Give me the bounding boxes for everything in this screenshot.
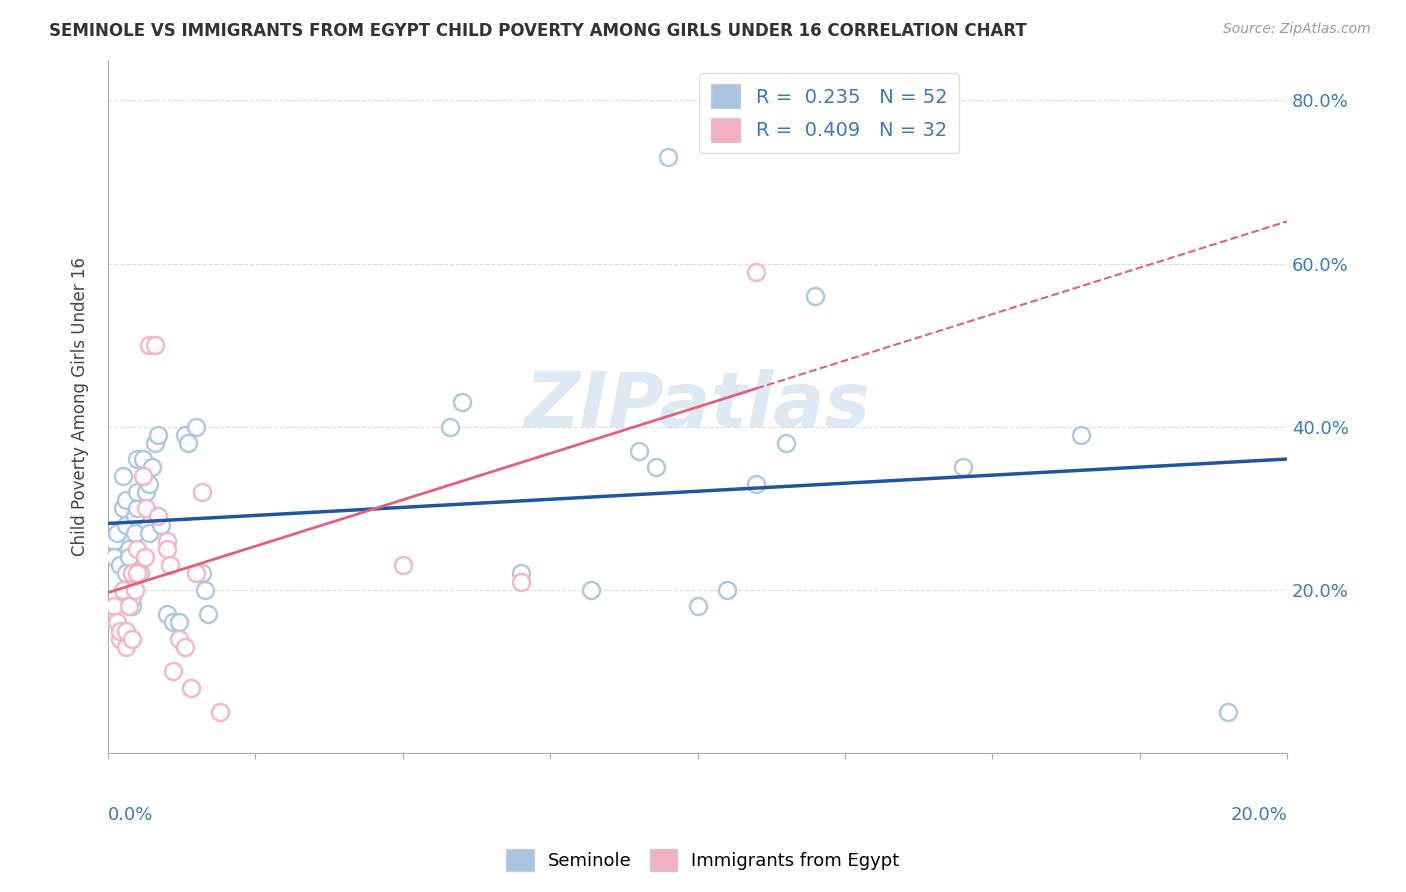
Point	[132, 452, 155, 467]
Text: 20.0%: 20.0%	[1230, 806, 1286, 824]
Point	[391, 558, 413, 573]
Point	[141, 460, 163, 475]
Point	[117, 550, 139, 565]
Point	[121, 566, 143, 581]
Point	[127, 566, 149, 581]
Point	[138, 338, 160, 352]
Point	[450, 395, 472, 409]
Point	[509, 566, 531, 581]
Point	[121, 632, 143, 646]
Point	[135, 501, 157, 516]
Point	[686, 599, 709, 614]
Point	[1070, 427, 1092, 442]
Point	[186, 419, 208, 434]
Point	[111, 501, 134, 516]
Point	[111, 468, 134, 483]
Point	[114, 624, 136, 638]
Point	[111, 582, 134, 597]
Point	[804, 289, 827, 303]
Point	[103, 533, 125, 548]
Legend: Seminole, Immigrants from Egypt: Seminole, Immigrants from Egypt	[499, 842, 907, 879]
Point	[127, 484, 149, 499]
Point	[117, 542, 139, 557]
Point	[127, 501, 149, 516]
Point	[108, 558, 131, 573]
Point	[156, 542, 179, 557]
Point	[627, 444, 650, 458]
Point	[135, 484, 157, 499]
Point	[150, 517, 173, 532]
Point	[134, 550, 156, 565]
Text: 0.0%: 0.0%	[108, 806, 153, 824]
Point	[129, 566, 152, 581]
Point	[173, 640, 195, 654]
Text: Source: ZipAtlas.com: Source: ZipAtlas.com	[1223, 22, 1371, 37]
Point	[167, 632, 190, 646]
Point	[745, 265, 768, 279]
Point	[162, 665, 184, 679]
Point	[117, 599, 139, 614]
Point	[775, 436, 797, 450]
Point	[159, 558, 181, 573]
Point	[581, 582, 603, 597]
Point	[132, 468, 155, 483]
Point	[716, 582, 738, 597]
Point	[197, 607, 219, 622]
Point	[121, 599, 143, 614]
Point	[114, 517, 136, 532]
Point	[180, 681, 202, 695]
Point	[114, 493, 136, 508]
Point	[167, 615, 190, 630]
Point	[138, 525, 160, 540]
Text: ZIPatlas: ZIPatlas	[524, 369, 870, 443]
Point	[124, 525, 146, 540]
Point	[114, 640, 136, 654]
Point	[146, 427, 169, 442]
Point	[143, 436, 166, 450]
Point	[127, 452, 149, 467]
Point	[146, 509, 169, 524]
Point	[194, 582, 217, 597]
Point	[105, 525, 128, 540]
Point	[208, 705, 231, 719]
Point	[173, 427, 195, 442]
Point	[439, 419, 461, 434]
Text: SEMINOLE VS IMMIGRANTS FROM EGYPT CHILD POVERTY AMONG GIRLS UNDER 16 CORRELATION: SEMINOLE VS IMMIGRANTS FROM EGYPT CHILD …	[49, 22, 1026, 40]
Point	[156, 607, 179, 622]
Point	[121, 566, 143, 581]
Point	[108, 632, 131, 646]
Point	[952, 460, 974, 475]
Point	[509, 574, 531, 589]
Point	[127, 542, 149, 557]
Point	[105, 615, 128, 630]
Point	[124, 582, 146, 597]
Point	[124, 509, 146, 524]
Point	[191, 484, 214, 499]
Point	[657, 151, 679, 165]
Point	[143, 338, 166, 352]
Point	[176, 436, 198, 450]
Point	[1216, 705, 1239, 719]
Point	[121, 591, 143, 605]
Legend: R =  0.235   N = 52, R =  0.409   N = 32: R = 0.235 N = 52, R = 0.409 N = 32	[699, 73, 959, 153]
Point	[745, 476, 768, 491]
Point	[103, 550, 125, 565]
Point	[114, 566, 136, 581]
Point	[156, 533, 179, 548]
Y-axis label: Child Poverty Among Girls Under 16: Child Poverty Among Girls Under 16	[72, 257, 89, 556]
Point	[186, 566, 208, 581]
Point	[138, 476, 160, 491]
Point	[103, 599, 125, 614]
Point	[108, 624, 131, 638]
Point	[191, 566, 214, 581]
Point	[645, 460, 668, 475]
Point	[162, 615, 184, 630]
